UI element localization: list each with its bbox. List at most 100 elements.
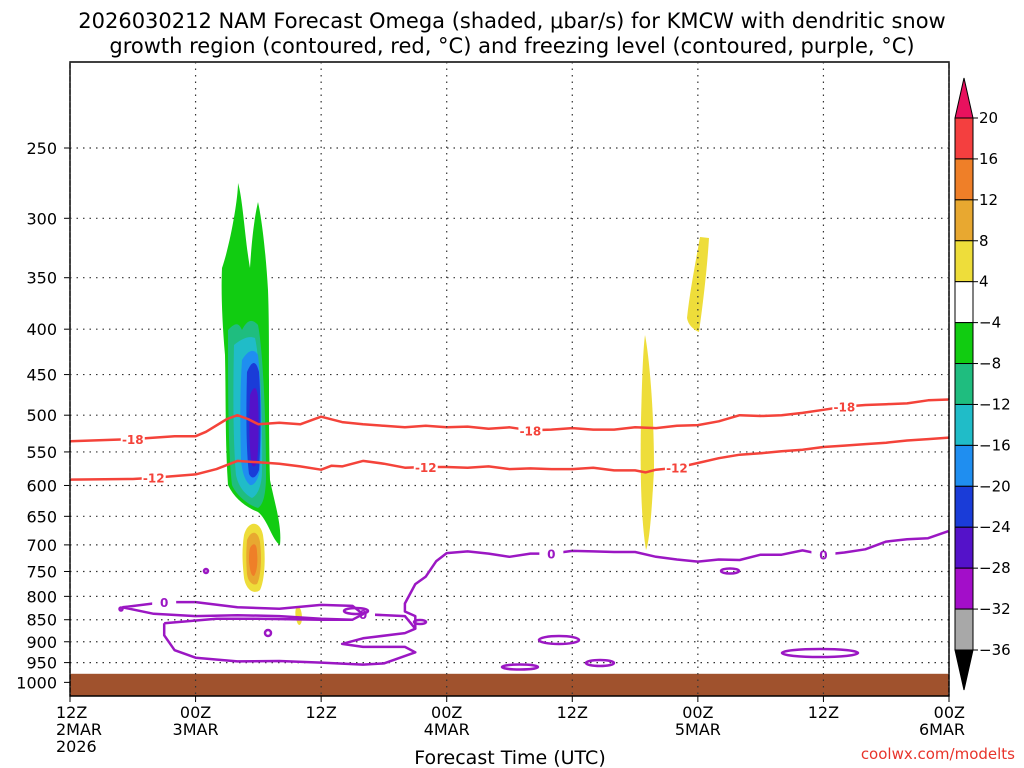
contour-label-dgz_minus18-2: -18 [834, 401, 856, 415]
pressure-gridlines [64, 147, 949, 683]
y-tick-label-250: 250 [26, 139, 57, 158]
y-tick-label-650: 650 [26, 507, 57, 526]
y-tick-label-800: 800 [26, 587, 57, 606]
freezing-contour-small-6 [263, 628, 273, 638]
x-tick-label-7-0: 00Z [934, 703, 965, 722]
colorbar-label-13: −36 [979, 641, 1011, 659]
colorbar-swatch-8 [954, 403, 974, 446]
freezing-contour-small-4 [500, 663, 540, 671]
plot-frame [69, 61, 950, 697]
contour-label-bg-dgz_minus12-1 [413, 460, 438, 475]
omega-shade-yellow-spike [640, 335, 654, 550]
y-tick-label-1000: 1000 [16, 673, 57, 692]
freezing-contour-small-1 [537, 634, 581, 646]
omega-colorbar: 20 16 12 8 4 −4 −8 −12 −16 −20 −24 −28 −32 −36 [954, 77, 1011, 691]
freezing-contour-small-10 [118, 606, 124, 612]
x-axis-title: Forecast Time (UTC) [414, 747, 605, 768]
y-tick-label-900: 900 [26, 633, 57, 652]
colorbar-swatch-4 [954, 240, 974, 283]
colorbar-swatch-7 [954, 363, 974, 405]
contour-label-dgz_minus12-0: -12 [143, 472, 165, 486]
contour-dgz_minus12 [69, 436, 950, 481]
omega-shade-indigo [249, 388, 259, 467]
y-tick-label-750: 750 [26, 562, 57, 581]
contour-label-freezing_main-0: 0 [547, 548, 555, 562]
freezing-contour-small-9 [342, 606, 370, 616]
colorbar-label-3: 8 [979, 232, 989, 250]
colorbar-label-8: −16 [979, 436, 1011, 454]
freezing-contour-small-2 [780, 647, 860, 659]
y-tick-label-550: 550 [26, 443, 57, 462]
y-tick-label-300: 300 [26, 209, 57, 228]
freezing-contour-small-3 [719, 567, 741, 575]
contour-label-bg-freezing_main-1 [811, 547, 836, 562]
colorbar-swatch-3 [954, 199, 974, 242]
colorbar-label-9: −20 [979, 477, 1011, 495]
colorbar-label-10: −24 [979, 518, 1011, 536]
colorbar-swatch-9 [954, 444, 974, 487]
x-tick-label-1-1: 3MAR [173, 720, 219, 739]
colorbar-label-7: −12 [979, 395, 1011, 413]
colorbar-label-12: −32 [979, 600, 1011, 618]
contour-label-dgz_minus12-2: -12 [666, 462, 688, 476]
x-tick-label-0-2: 2026 [56, 737, 97, 756]
chart-title-line-2: growth region (contoured, red, °C) and f… [109, 34, 914, 58]
colorbar-swatch-12 [954, 567, 974, 610]
credit-text: coolwx.com/modelts [861, 745, 1015, 763]
x-tick-label-5-0: 00Z [682, 703, 713, 722]
x-tick-label-3-0: 00Z [431, 703, 462, 722]
contour-freezing_main [403, 529, 950, 629]
contour-label-dgz_minus18-1: -18 [520, 424, 542, 438]
plot-area: -18-18-18-12-12 -120 000 [64, 61, 950, 702]
contour-label-bg-freezing_mid-0 [152, 595, 177, 610]
colorbar-swatch-2 [954, 158, 974, 201]
colorbar-swatch-6 [954, 322, 974, 365]
ground-terrain [70, 673, 949, 696]
x-tick-label-6-0: 12Z [808, 703, 839, 722]
colorbar-label-4: 4 [979, 273, 989, 291]
x-tick-label-4-0: 12Z [557, 703, 588, 722]
omega-shade-orange-low [249, 544, 258, 576]
contour-label-freezing_mid-0: 0 [160, 596, 168, 610]
chart-title-line-1: 2026030212 NAM Forecast Omega (shaded, μ… [78, 9, 945, 33]
freezing-level-small-contours [118, 567, 860, 671]
colorbar-label-11: −28 [979, 559, 1011, 577]
contour-label-bg-dgz_minus12-2 [664, 460, 689, 475]
colorbar-swatch-5 [954, 281, 974, 324]
contour-label-bg-dgz_minus18-0 [120, 432, 145, 447]
y-tick-label-850: 850 [26, 611, 57, 630]
y-tick-label-600: 600 [26, 476, 57, 495]
x-tick-label-7-1: 6MAR [919, 720, 965, 739]
colorbar-label-2: 12 [979, 191, 998, 209]
colorbar-label-0: 20 [979, 109, 998, 127]
plot-background [70, 62, 949, 696]
x-tick-label-1-0: 00Z [180, 703, 211, 722]
colorbar-swatch-1 [954, 117, 974, 160]
freezing-contour-small-7 [202, 567, 210, 575]
freezing-contour-small-5 [584, 658, 616, 668]
y-tick-label-450: 450 [26, 366, 57, 385]
colorbar-swatch-11 [954, 526, 974, 569]
time-gridlines [69, 62, 950, 702]
y-tick-label-700: 700 [26, 536, 57, 555]
freezing-contour-small-8 [412, 618, 428, 626]
colorbar-top-triangle [954, 77, 974, 119]
contour-label-dgz_minus18-0: -18 [122, 433, 144, 447]
contour-label-bg-freezing_main-0 [539, 546, 564, 561]
x-tick-label-0-1: 2MAR [56, 720, 102, 739]
y-tick-label-500: 500 [26, 406, 57, 425]
contour-label-bg-dgz_minus18-2 [832, 399, 857, 414]
colorbar-swatch-13 [954, 608, 974, 651]
pressure-tick-labels: 250 300 350 400 450 500 550 600 650 700 750 800 850 9… [16, 139, 57, 692]
contour-label-bg-dgz_minus12-0 [141, 470, 166, 485]
contour-label-freezing_main-1: 0 [819, 549, 827, 563]
contour-lines: -18-18-18-12-12 -120 000 [69, 398, 950, 666]
colorbar-label-6: −8 [979, 355, 1001, 373]
contour-label-dgz_minus12-1: -12 [415, 461, 437, 475]
omega-shading [221, 183, 709, 625]
y-tick-label-400: 400 [26, 320, 57, 339]
y-tick-label-950: 950 [26, 654, 57, 673]
contour-label-bg-dgz_minus18-1 [518, 423, 543, 438]
